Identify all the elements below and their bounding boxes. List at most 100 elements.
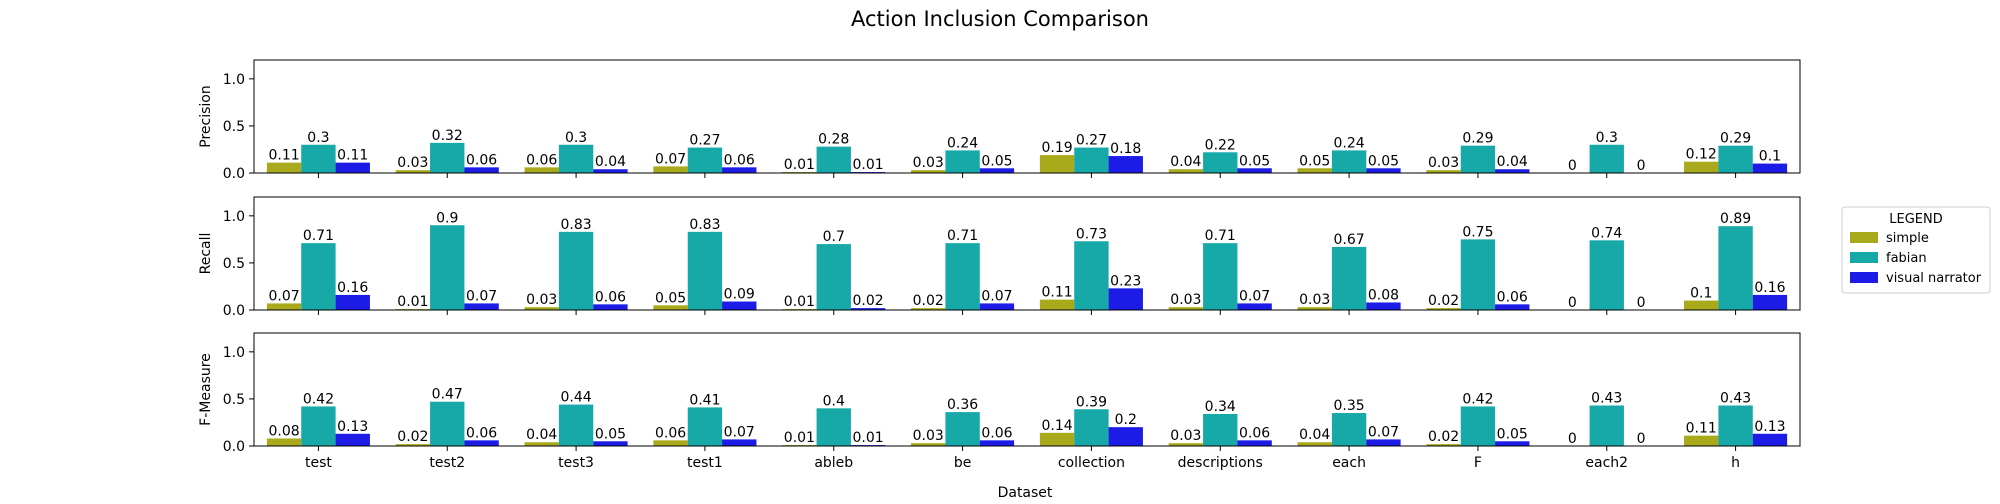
bar (395, 170, 431, 173)
data-label: 0.42 (303, 391, 334, 407)
data-label: 0.89 (1720, 211, 1751, 227)
data-label: 0.05 (981, 153, 1012, 169)
bar (464, 167, 499, 173)
data-label: 0.4 (823, 393, 845, 409)
data-label: 0.16 (337, 280, 368, 296)
x-tick-label: collection (1058, 455, 1125, 471)
data-label: 0 (1637, 431, 1646, 447)
bar (1684, 300, 1719, 310)
data-label: 0.73 (1076, 226, 1107, 242)
panels: 0.11 0.03 0.06 0.07 0.01 0.03 0.19 0.04 0.05 0.03… (198, 59, 1801, 471)
data-label: 0.39 (1076, 394, 1107, 410)
data-label: 0.01 (784, 294, 815, 310)
data-label: 0.01 (784, 157, 815, 173)
data-label: 0.19 (1041, 140, 1072, 156)
data-label: 0.34 (1205, 399, 1236, 415)
data-label: 0.06 (1497, 289, 1528, 305)
data-label: 0.7 (823, 229, 845, 245)
bar (1460, 406, 1496, 446)
y-tick-label: 0.5 (223, 256, 245, 272)
data-label: 0.11 (1686, 421, 1717, 437)
bar (1168, 169, 1204, 173)
bar (1718, 145, 1753, 173)
y-axis-label: Recall (198, 233, 214, 275)
data-label: 0.04 (1170, 154, 1201, 170)
bar (1460, 145, 1496, 173)
data-label: 0.02 (913, 293, 944, 309)
plot-frame (253, 59, 1801, 174)
bar (464, 440, 499, 446)
bar (653, 166, 688, 173)
data-label: 0.07 (724, 424, 755, 440)
bar (1426, 308, 1461, 310)
bar (687, 231, 723, 310)
data-label: 0.07 (655, 151, 686, 167)
data-label: 0.24 (1333, 135, 1364, 151)
bar (1108, 427, 1143, 446)
bar (816, 408, 851, 446)
data-label: 0.3 (565, 130, 587, 146)
data-label: 0.83 (689, 217, 720, 233)
bar (430, 401, 465, 446)
data-label: 0.06 (526, 152, 557, 168)
data-label: 0.11 (337, 148, 368, 164)
bar (1297, 442, 1332, 446)
data-label: 0.27 (689, 133, 720, 149)
bar (1752, 433, 1788, 446)
data-label: 0.12 (1686, 147, 1717, 163)
data-label: 0.18 (1110, 141, 1141, 157)
data-label: 0.28 (818, 132, 849, 148)
data-label: 0.36 (947, 397, 978, 413)
data-label: 0.67 (1333, 232, 1364, 248)
data-label: 0.05 (595, 426, 626, 442)
bar (722, 439, 757, 446)
data-label: 0.03 (1170, 428, 1201, 444)
bar (593, 169, 628, 173)
bar (1495, 441, 1530, 446)
x-tick-label: F (1474, 455, 1482, 471)
x-tick-label: h (1731, 455, 1740, 471)
data-label: 0.3 (307, 130, 329, 146)
data-label: 0 (1637, 295, 1646, 311)
bar (979, 440, 1015, 446)
data-label: 0.43 (1591, 391, 1622, 407)
bar (335, 433, 370, 446)
data-label: 0.01 (784, 430, 815, 446)
data-label: 0.08 (268, 423, 299, 439)
bar (1752, 294, 1788, 310)
bar (979, 303, 1015, 310)
bar (301, 406, 336, 446)
bar (1495, 304, 1530, 310)
bar (1203, 243, 1238, 310)
data-label: 0.1 (1759, 149, 1781, 165)
bar (911, 308, 946, 310)
data-label: 0.29 (1720, 131, 1751, 147)
bar (266, 303, 302, 310)
legend-entry: fabian (1886, 251, 1927, 266)
bar (1168, 443, 1204, 446)
x-tick-label: test2 (429, 455, 465, 471)
bar (1331, 150, 1367, 173)
data-label: 0.02 (397, 429, 428, 445)
bar (335, 162, 370, 173)
legend-frame (1841, 206, 1991, 294)
bar (945, 150, 980, 173)
data-label: 0.83 (560, 217, 591, 233)
data-label: 0.09 (724, 287, 755, 303)
data-label: 0.27 (1076, 133, 1107, 149)
chart-title: Action Inclusion Comparison (851, 7, 1149, 31)
y-tick-label: 0.0 (223, 439, 245, 455)
bar (816, 146, 851, 173)
panel-precision: 0.11 0.03 0.06 0.07 0.01 0.03 0.19 0.04 0.05 0.03… (198, 59, 1801, 182)
data-label: 0.03 (913, 428, 944, 444)
data-label: 0.02 (853, 293, 884, 309)
y-tick-label: 1.0 (223, 345, 245, 361)
panel-recall: 0.07 0.01 0.03 0.05 0.01 0.02 0.11 0.03 0.03 0.02… (198, 196, 1801, 319)
bar (687, 147, 723, 173)
bar (430, 225, 465, 310)
data-label: 0 (1568, 431, 1577, 447)
bar (1108, 288, 1143, 310)
bar (722, 301, 757, 310)
data-label: 0.71 (947, 228, 978, 244)
